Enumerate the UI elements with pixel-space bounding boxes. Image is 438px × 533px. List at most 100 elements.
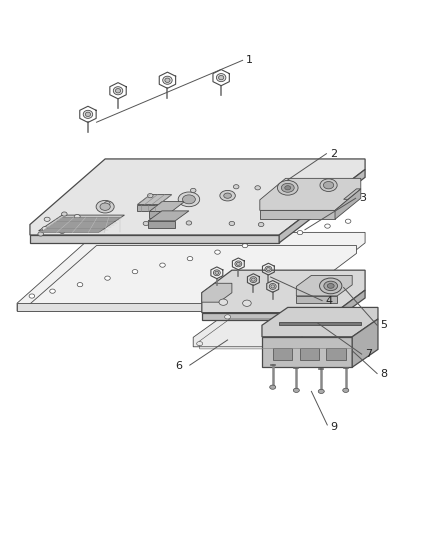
Ellipse shape [255,185,261,190]
Ellipse shape [83,110,93,118]
Ellipse shape [216,74,226,82]
Ellipse shape [61,212,67,216]
Text: 2: 2 [330,149,337,159]
Ellipse shape [220,190,235,201]
Text: 5: 5 [381,320,388,330]
Polygon shape [262,308,378,337]
Ellipse shape [100,203,110,211]
Ellipse shape [310,317,316,321]
Ellipse shape [324,281,338,290]
Ellipse shape [251,278,255,281]
Ellipse shape [213,270,220,276]
Ellipse shape [323,182,334,189]
Polygon shape [335,189,361,219]
Ellipse shape [162,76,172,84]
Ellipse shape [96,200,114,213]
Text: 4: 4 [325,296,333,305]
Ellipse shape [143,221,149,225]
Polygon shape [138,205,159,212]
Ellipse shape [242,244,248,248]
Ellipse shape [183,195,195,204]
Text: 7: 7 [365,349,372,359]
Text: 3: 3 [359,193,366,203]
Ellipse shape [165,78,170,83]
Polygon shape [148,221,175,228]
Polygon shape [297,296,337,303]
Ellipse shape [113,87,123,95]
Ellipse shape [100,225,106,229]
Text: 1: 1 [246,55,253,66]
Ellipse shape [29,294,35,298]
Polygon shape [335,290,365,320]
Ellipse shape [42,227,48,231]
Ellipse shape [281,183,294,192]
Ellipse shape [116,88,120,93]
Ellipse shape [343,388,349,392]
Polygon shape [17,303,279,311]
Ellipse shape [197,342,203,346]
Ellipse shape [320,278,342,294]
Ellipse shape [327,284,334,288]
Ellipse shape [325,224,330,228]
Bar [300,349,319,360]
Bar [273,349,292,360]
Ellipse shape [85,112,91,117]
Polygon shape [28,246,357,309]
Polygon shape [193,313,322,347]
Polygon shape [149,212,172,218]
Ellipse shape [271,285,275,288]
Ellipse shape [105,201,110,206]
Ellipse shape [229,221,235,225]
Ellipse shape [219,299,228,305]
Polygon shape [17,232,365,311]
Ellipse shape [49,289,55,293]
Text: 9: 9 [331,422,338,432]
Ellipse shape [277,181,298,195]
Ellipse shape [148,193,153,198]
Ellipse shape [237,262,240,265]
Ellipse shape [191,188,196,192]
Ellipse shape [297,230,303,235]
Polygon shape [39,215,124,231]
Ellipse shape [320,179,337,191]
Text: 8: 8 [381,368,388,378]
Bar [326,349,346,360]
Polygon shape [279,321,361,325]
Ellipse shape [225,315,230,319]
Polygon shape [30,159,365,235]
Ellipse shape [187,256,193,261]
Text: 6: 6 [176,361,183,371]
Ellipse shape [44,217,50,221]
Ellipse shape [178,192,200,207]
Ellipse shape [72,224,78,229]
Polygon shape [202,313,335,320]
Ellipse shape [215,271,219,274]
Ellipse shape [224,193,231,198]
Ellipse shape [215,250,220,254]
Ellipse shape [266,268,270,271]
Polygon shape [352,319,378,367]
Polygon shape [262,337,352,367]
Ellipse shape [250,277,257,282]
Ellipse shape [285,185,291,190]
Ellipse shape [235,261,242,267]
Ellipse shape [345,219,351,223]
Ellipse shape [270,385,276,389]
Polygon shape [343,189,361,199]
Ellipse shape [74,215,80,219]
Polygon shape [138,195,172,205]
Ellipse shape [186,221,192,225]
Polygon shape [260,179,361,211]
Ellipse shape [278,338,284,342]
Ellipse shape [219,76,224,80]
Ellipse shape [38,232,43,236]
Polygon shape [148,211,189,221]
Ellipse shape [77,282,83,287]
Polygon shape [30,235,279,243]
Polygon shape [41,217,120,232]
Polygon shape [202,270,365,313]
Polygon shape [149,201,185,212]
Polygon shape [202,283,232,302]
Ellipse shape [265,266,272,272]
Ellipse shape [105,276,110,280]
